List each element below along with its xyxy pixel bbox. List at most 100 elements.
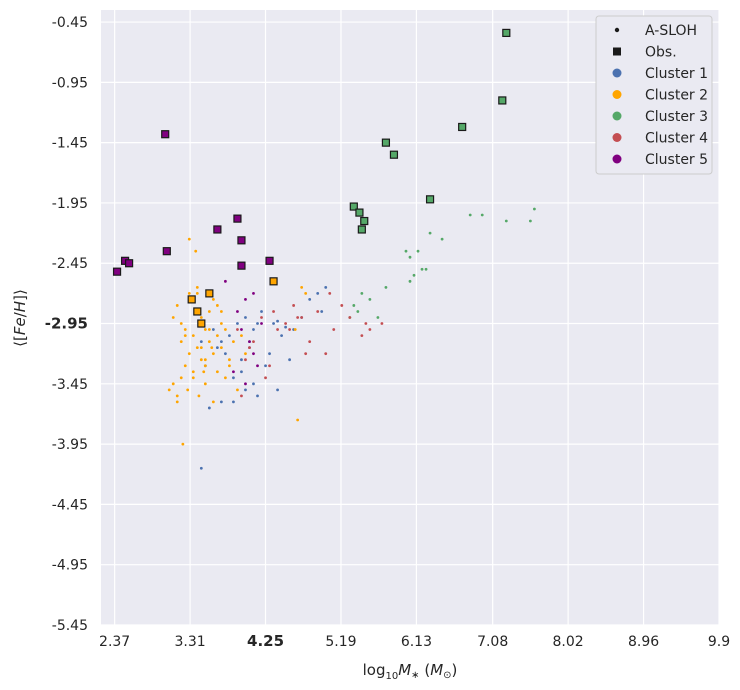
- sim-point: [244, 298, 247, 301]
- sim-point: [288, 358, 292, 362]
- sim-point: [288, 328, 292, 331]
- sim-point: [207, 406, 211, 410]
- sim-point: [280, 334, 283, 337]
- sim-point: [252, 352, 255, 356]
- y-tick-label: -0.95: [52, 75, 88, 91]
- sim-point: [376, 316, 380, 319]
- sim-point: [268, 364, 271, 368]
- sim-point: [284, 322, 287, 325]
- obs-point: [237, 236, 246, 245]
- sim-point: [276, 328, 279, 331]
- sim-point: [528, 219, 532, 223]
- sim-point: [240, 334, 243, 337]
- sim-point: [167, 388, 171, 392]
- sim-point: [195, 291, 199, 295]
- sim-point: [264, 376, 267, 380]
- sim-point: [240, 370, 243, 374]
- legend-marker-circle: [612, 68, 622, 78]
- sim-point: [260, 322, 263, 325]
- obs-point: [349, 202, 358, 211]
- legend-marker-dot: [614, 27, 620, 33]
- sim-point: [308, 340, 312, 344]
- sim-point: [252, 340, 255, 344]
- sim-point: [248, 346, 251, 350]
- obs-point: [425, 195, 435, 204]
- sim-point: [240, 328, 243, 331]
- sim-point: [228, 364, 231, 368]
- sim-point: [211, 400, 215, 404]
- sim-point: [244, 316, 247, 319]
- sim-point: [248, 340, 251, 344]
- sim-point: [211, 298, 215, 301]
- sim-point: [272, 322, 275, 325]
- sim-point: [260, 310, 263, 313]
- sim-point: [368, 298, 372, 301]
- x-tick-label: 5.19: [325, 634, 356, 650]
- sim-point: [284, 325, 287, 329]
- sim-point: [236, 310, 239, 313]
- sim-point: [219, 400, 223, 404]
- sim-point: [260, 316, 263, 319]
- sim-point: [203, 382, 207, 386]
- legend-marker-circle: [612, 154, 622, 164]
- legend-label: Obs.: [645, 45, 677, 61]
- obs-point: [360, 216, 369, 226]
- obs-point: [357, 225, 366, 234]
- sim-point: [186, 388, 190, 392]
- sim-point: [316, 291, 320, 295]
- sim-point: [236, 388, 239, 392]
- sim-point: [179, 322, 183, 325]
- x-tick-label: 2.37: [99, 634, 130, 650]
- sim-point: [272, 310, 275, 313]
- sim-point: [244, 388, 247, 392]
- sim-point: [356, 310, 360, 313]
- sim-point: [171, 316, 175, 319]
- sim-point: [228, 334, 231, 337]
- sim-point: [203, 358, 207, 362]
- sim-point: [408, 255, 412, 259]
- sim-point: [368, 328, 372, 331]
- sim-point: [244, 358, 247, 362]
- obs-point: [124, 259, 134, 268]
- sim-point: [219, 310, 223, 313]
- sim-point: [332, 328, 336, 331]
- sim-point: [183, 328, 187, 331]
- sim-point: [236, 328, 239, 331]
- y-axis-label: ⟨[Fe/H]⟩: [11, 289, 29, 347]
- sim-point: [211, 328, 215, 331]
- sim-point: [480, 213, 484, 217]
- sim-point: [533, 207, 536, 211]
- sim-point: [219, 322, 223, 325]
- sim-point: [191, 334, 195, 337]
- sim-point: [300, 316, 304, 319]
- sim-point: [183, 334, 187, 337]
- sim-point: [340, 304, 344, 307]
- x-tick-label: 9.9: [708, 634, 730, 650]
- sim-point: [210, 346, 214, 350]
- obs-point: [233, 214, 242, 223]
- sim-point: [207, 328, 211, 331]
- sim-point: [224, 376, 227, 380]
- sim-point: [364, 322, 368, 325]
- obs-point: [213, 225, 222, 234]
- legend-label: Cluster 4: [645, 131, 708, 147]
- sim-point: [219, 340, 223, 344]
- sim-point: [408, 279, 412, 283]
- sim-point: [244, 382, 247, 386]
- sim-point: [215, 304, 219, 307]
- legend-label: A-SLOH: [645, 23, 697, 39]
- sim-point: [300, 285, 304, 289]
- sim-point: [360, 334, 364, 337]
- sim-point: [276, 319, 279, 323]
- sim-point: [187, 291, 191, 295]
- sim-point: [202, 370, 206, 374]
- sim-point: [293, 328, 297, 331]
- sim-point: [215, 334, 219, 337]
- obs-point: [162, 247, 171, 256]
- obs-point: [161, 130, 170, 139]
- sim-point: [384, 285, 388, 289]
- sim-point: [256, 322, 259, 325]
- sim-point: [316, 310, 320, 313]
- sim-point: [252, 291, 255, 295]
- obs-point: [502, 28, 511, 38]
